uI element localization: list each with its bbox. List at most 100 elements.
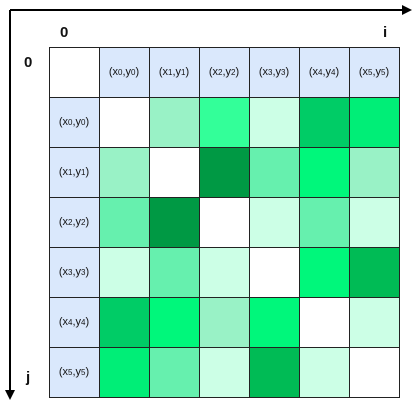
x-index: 4 — [318, 67, 323, 77]
matrix-cell — [198, 296, 250, 348]
matrix-cell — [348, 96, 400, 148]
y-symbol: y — [225, 66, 232, 78]
matrix-cell — [198, 96, 250, 148]
y-index: 4 — [81, 317, 86, 327]
matrix-cell — [248, 146, 300, 198]
diagonal-cell — [298, 296, 350, 348]
matrix-cell — [148, 296, 200, 348]
x-index: 1 — [168, 67, 173, 77]
y-index: 4 — [331, 67, 336, 77]
diagonal-cell — [248, 246, 300, 298]
matrix-cell — [298, 246, 350, 298]
y-index: 3 — [81, 267, 86, 277]
y-symbol: y — [325, 66, 332, 78]
matrix-cell — [148, 96, 200, 148]
y-symbol: y — [125, 66, 132, 78]
y-symbol: y — [75, 116, 82, 128]
x-index: 1 — [68, 167, 73, 177]
diagonal-cell — [98, 96, 150, 148]
j-axis-label: j — [26, 369, 31, 386]
diagonal-cell — [198, 196, 250, 248]
matrix-cell — [248, 96, 300, 148]
column-header: (x 4, y 4) — [298, 46, 350, 98]
y-symbol: y — [275, 66, 282, 78]
diagonal-cell — [148, 146, 200, 198]
matrix-cell — [348, 196, 400, 248]
row-header: (x 3, y 3) — [48, 246, 100, 298]
origin-left-label: 0 — [24, 54, 33, 71]
matrix-cell — [198, 146, 250, 198]
y-symbol: y — [375, 66, 382, 78]
x-symbol: x — [62, 316, 69, 328]
corner-cell — [48, 46, 100, 98]
matrix-cell — [348, 296, 400, 348]
y-symbol: y — [75, 316, 82, 328]
i-axis-label: i — [383, 24, 388, 41]
matrix-cell — [198, 346, 250, 398]
x-symbol: x — [62, 366, 69, 378]
x-index: 4 — [68, 317, 73, 327]
column-header: (x 5, y 5) — [348, 46, 400, 98]
x-symbol: x — [262, 66, 269, 78]
x-symbol: x — [62, 166, 69, 178]
matrix-cell — [248, 346, 300, 398]
y-index: 0 — [131, 67, 136, 77]
x-symbol: x — [62, 216, 69, 228]
y-index: 3 — [281, 67, 286, 77]
matrix-cell — [98, 246, 150, 298]
matrix-cell — [298, 346, 350, 398]
matrix-cell — [98, 196, 150, 248]
x-symbol: x — [62, 266, 69, 278]
origin-top-label: 0 — [60, 24, 69, 41]
diagonal-cell — [348, 346, 400, 398]
y-index: 1 — [181, 67, 186, 77]
y-index: 2 — [81, 217, 86, 227]
matrix-cell — [348, 146, 400, 198]
matrix-cell — [148, 246, 200, 298]
row-header: (x 5, y 5) — [48, 346, 100, 398]
matrix-cell — [98, 146, 150, 198]
row-header: (x 1, y 1) — [48, 146, 100, 198]
y-index: 0 — [81, 117, 86, 127]
x-symbol: x — [312, 66, 319, 78]
y-index: 2 — [231, 67, 236, 77]
matrix-cell — [198, 246, 250, 298]
x-index: 5 — [368, 67, 373, 77]
x-index: 0 — [118, 67, 123, 77]
y-index: 1 — [81, 167, 86, 177]
x-symbol: x — [362, 66, 369, 78]
matrix-cell — [148, 346, 200, 398]
x-index: 3 — [68, 267, 73, 277]
y-symbol: y — [175, 66, 182, 78]
row-header: (x 2, y 2) — [48, 196, 100, 248]
column-header: (x 3, y 3) — [248, 46, 300, 98]
x-index: 2 — [218, 67, 223, 77]
matrix-cell — [148, 196, 200, 248]
row-header: (x 4, y 4) — [48, 296, 100, 348]
pairwise-matrix: (x 0, y 0)(x 1, y 1)(x 2, y 2)(x 3, y 3)(x 4, y 4)… — [48, 46, 400, 398]
x-index: 5 — [68, 367, 73, 377]
matrix-cell — [298, 146, 350, 198]
y-symbol: y — [75, 366, 82, 378]
y-symbol: y — [75, 166, 82, 178]
column-header: (x 2, y 2) — [198, 46, 250, 98]
column-header: (x 1, y 1) — [148, 46, 200, 98]
x-symbol: x — [112, 66, 119, 78]
y-symbol: y — [75, 266, 82, 278]
x-index: 3 — [268, 67, 273, 77]
matrix-cell — [298, 196, 350, 248]
matrix-cell — [348, 246, 400, 298]
x-symbol: x — [212, 66, 219, 78]
x-symbol: x — [162, 66, 169, 78]
x-index: 0 — [68, 117, 73, 127]
matrix-cell — [248, 196, 300, 248]
matrix-cell — [98, 296, 150, 348]
matrix-cell — [248, 296, 300, 348]
y-symbol: y — [75, 216, 82, 228]
row-header: (x 0, y 0) — [48, 96, 100, 148]
x-symbol: x — [62, 116, 69, 128]
x-index: 2 — [68, 217, 73, 227]
column-header: (x 0, y 0) — [98, 46, 150, 98]
y-index: 5 — [381, 67, 386, 77]
